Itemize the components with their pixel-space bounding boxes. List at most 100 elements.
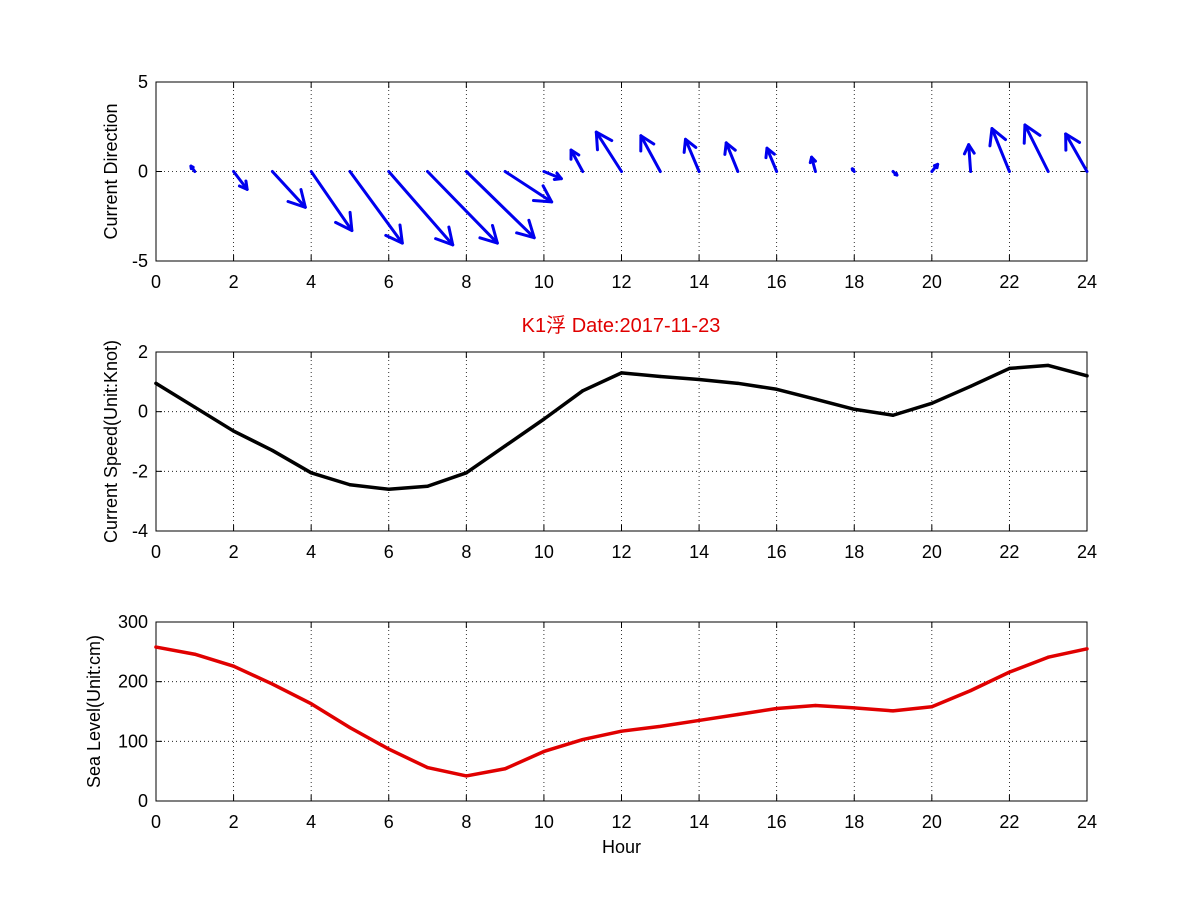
direction-arrow (962, 143, 976, 173)
speed-point (852, 407, 856, 411)
arrow-shaft (639, 134, 662, 173)
speed-point (270, 448, 274, 453)
x-tick-label: 24 (1077, 542, 1097, 562)
direction-arrow (464, 170, 536, 240)
speed-ylabel: Current Speed(Unit:Knot) (101, 340, 121, 543)
speed-point (387, 487, 391, 491)
speed-point (581, 389, 585, 393)
speed-line (154, 363, 1089, 491)
arrow-head (682, 137, 698, 154)
x-tick-label: 22 (999, 542, 1019, 562)
arrow-shaft (990, 127, 1011, 173)
arrow-head (384, 223, 404, 245)
sea-level-point (1007, 670, 1012, 674)
x-tick-label: 20 (922, 542, 942, 562)
arrow-head (334, 210, 354, 233)
y-tick-label: -2 (132, 461, 148, 481)
arrow-shaft (1064, 132, 1089, 173)
direction-arrow (270, 170, 307, 209)
arrow-head (1064, 132, 1082, 152)
speed-point (736, 381, 740, 385)
arrow-head (1022, 123, 1042, 145)
arrow-head (639, 134, 656, 153)
arrow-head (962, 143, 976, 156)
x-tick-label: 4 (306, 272, 316, 292)
sea-level-point (775, 706, 779, 711)
x-tick-label: 0 (151, 812, 161, 832)
y-tick-label: 0 (138, 791, 148, 811)
arrow-shaft (684, 137, 701, 173)
direction-arrow (850, 167, 856, 173)
x-tick-label: 20 (922, 272, 942, 292)
speed-point (697, 377, 701, 382)
arrow-shaft (426, 170, 499, 245)
sea-level-point (891, 709, 895, 713)
sea-level-point (619, 729, 624, 733)
x-tick-label: 24 (1077, 272, 1097, 292)
y-tick-label: 0 (138, 402, 148, 422)
x-tick-label: 20 (922, 812, 942, 832)
arrow-shaft (503, 170, 554, 204)
direction-arrow (232, 170, 249, 191)
arrow-head (478, 224, 499, 245)
arrow-head (893, 171, 899, 177)
speed-point (891, 413, 895, 417)
y-tick-label: 5 (138, 72, 148, 92)
x-tick-label: 16 (767, 812, 787, 832)
sea-level-point (193, 652, 197, 656)
x-tick-label: 16 (767, 272, 787, 292)
direction-arrow (764, 146, 779, 173)
sea-level-point (542, 749, 546, 754)
x-tick-label: 2 (229, 542, 239, 562)
arrow-shaft (387, 170, 455, 247)
direction-arrow (808, 155, 817, 173)
x-tick-label: 4 (306, 542, 316, 562)
arrow-head (189, 164, 195, 171)
speed-point (154, 381, 158, 385)
speed-point (619, 371, 624, 375)
x-tick-label: 14 (689, 812, 709, 832)
y-tick-label: -4 (132, 521, 148, 541)
sea-level-point (348, 726, 352, 730)
speed-point (1046, 363, 1050, 368)
speed-grid (156, 352, 1087, 531)
sea-level-point (852, 706, 856, 710)
x-tick-label: 10 (534, 812, 554, 832)
x-tick-label: 14 (689, 272, 709, 292)
direction-arrow (1022, 123, 1050, 173)
speed-point (503, 444, 507, 448)
x-tick-label: 10 (534, 272, 554, 292)
arrow-head (850, 167, 855, 172)
speed-point (658, 374, 662, 379)
x-tick-label: 10 (534, 542, 554, 562)
arrow-head (764, 146, 776, 160)
speed-point (1007, 366, 1012, 371)
speed-point (309, 471, 313, 475)
y-tick-label: 0 (138, 162, 148, 182)
arrow-shaft (967, 143, 973, 173)
x-tick-label: 2 (229, 812, 239, 832)
figure-title: K1浮 Date:2017-11-23 (522, 314, 721, 337)
sea-level-point (697, 718, 701, 723)
arrow-shaft (542, 170, 563, 181)
x-tick-label: 6 (384, 272, 394, 292)
sea-level-point (581, 737, 585, 742)
direction-ylabel: Current Direction (101, 103, 121, 239)
sea-level-point (736, 712, 740, 717)
x-tick-label: 6 (384, 812, 394, 832)
x-tick-label: 4 (306, 812, 316, 832)
x-axis-label: Hour (602, 837, 641, 857)
sea-level-point (930, 705, 934, 709)
direction-arrow (542, 170, 563, 181)
x-tick-label: 16 (767, 542, 787, 562)
arrow-shaft (594, 130, 623, 173)
direction-arrow (594, 130, 623, 173)
speed-point (464, 471, 468, 475)
speed-point (969, 384, 973, 388)
x-tick-label: 12 (611, 272, 631, 292)
direction-arrow (988, 127, 1011, 173)
speed-point (425, 484, 430, 488)
direction-arrow (891, 170, 899, 177)
